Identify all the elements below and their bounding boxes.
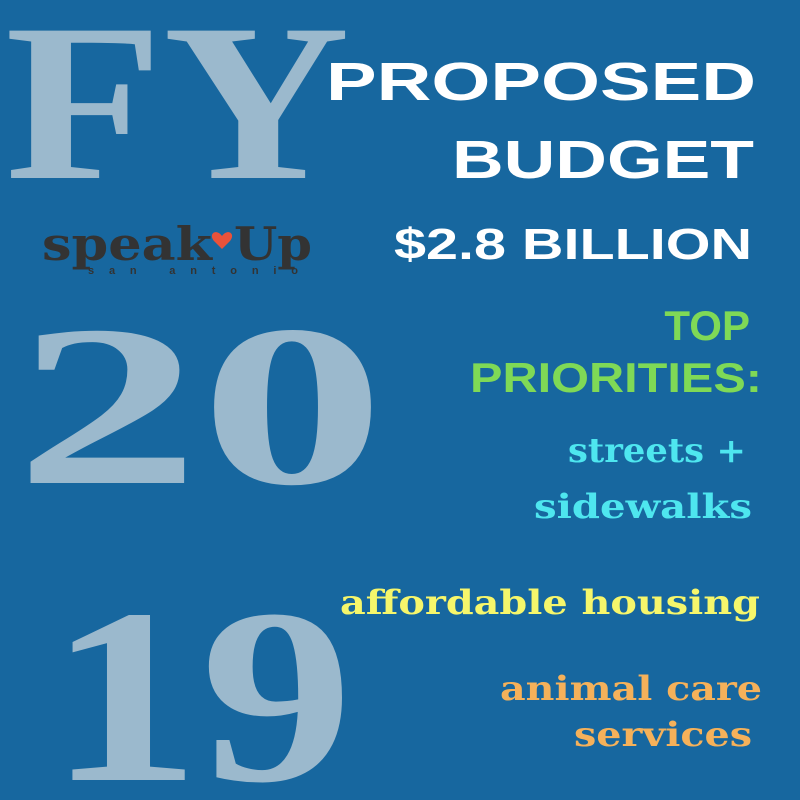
priority-item: animal care xyxy=(500,669,762,709)
fy-text: FY xyxy=(5,0,350,227)
priority-item: streets + xyxy=(568,431,746,471)
priority-item: sidewalks xyxy=(534,487,752,527)
logo-up: Up xyxy=(234,217,312,271)
priority-item: services xyxy=(574,715,752,755)
year-part-2: 19 xyxy=(48,558,353,800)
priorities-title: PRIORITIES: xyxy=(470,354,762,401)
priorities-title: TOP xyxy=(664,302,750,349)
heading-line: BUDGET xyxy=(452,130,754,190)
logo-heart xyxy=(211,232,233,249)
priority-item: affordable housing xyxy=(340,583,760,623)
budget-amount: $2.8 BILLION xyxy=(394,220,752,269)
logo-speak: speak xyxy=(42,217,213,271)
year-part-1: 20 xyxy=(15,278,385,533)
heading-line: PROPOSED xyxy=(326,52,756,112)
